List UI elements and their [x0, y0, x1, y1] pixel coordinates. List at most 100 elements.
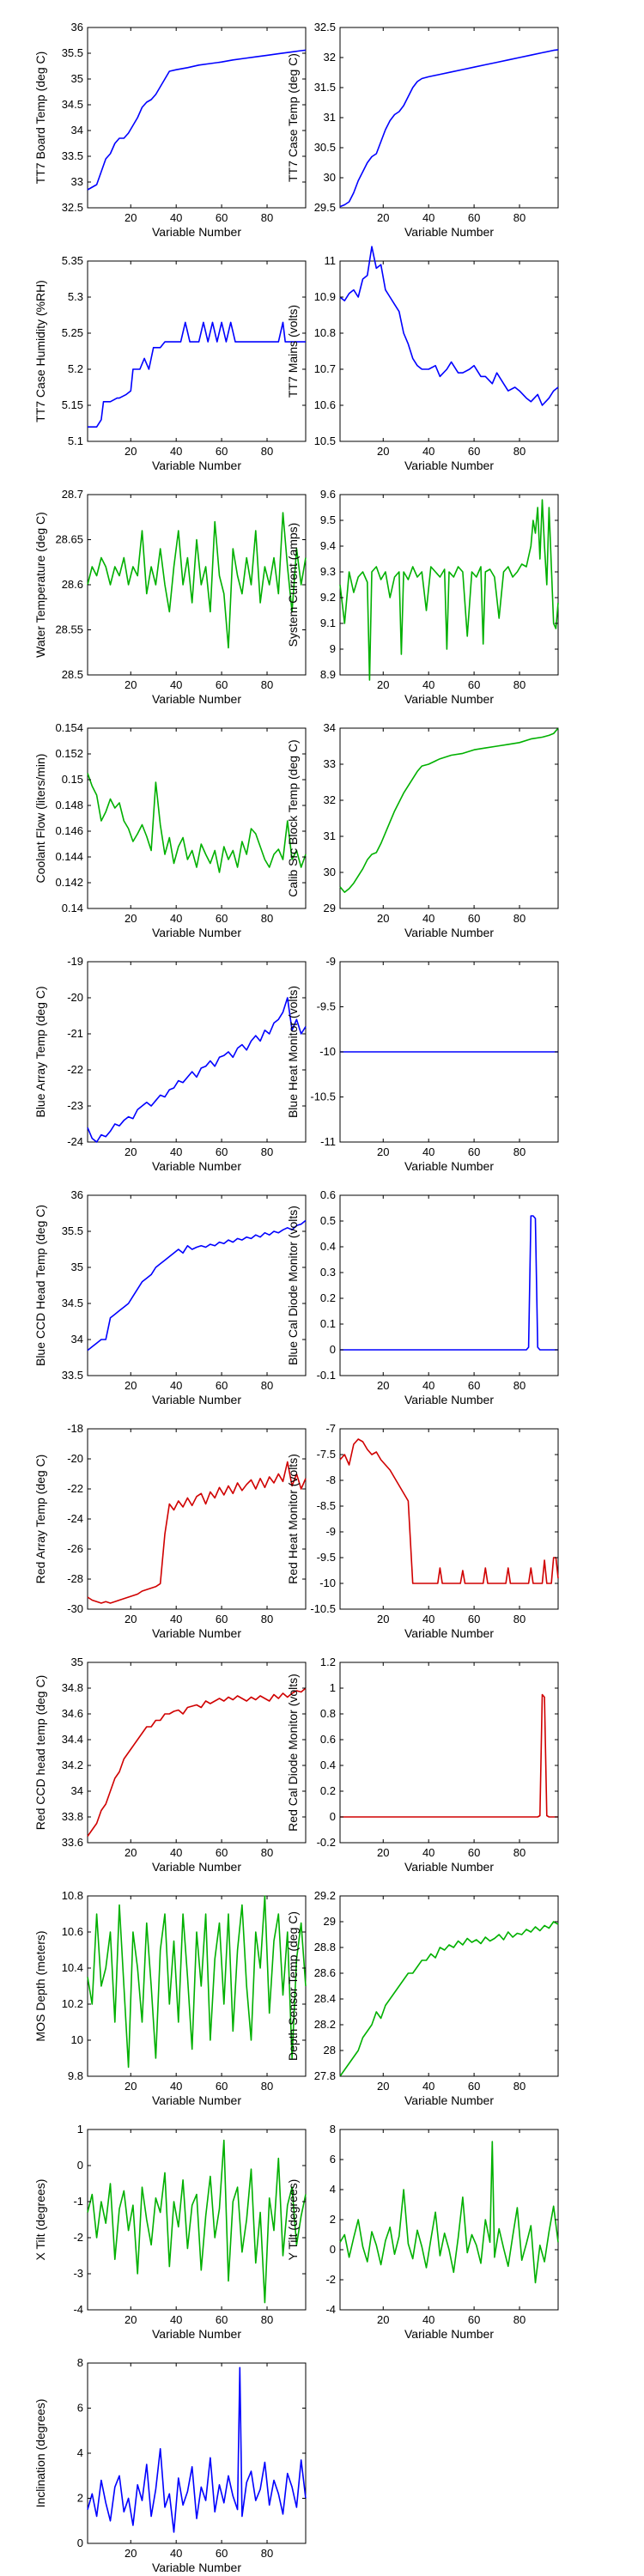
y-tick-label: 0.148 [55, 799, 83, 811]
y-tick-label: 9.5 [320, 513, 336, 526]
x-tick-label: 40 [170, 1379, 182, 1392]
x-tick-label: 80 [261, 2547, 273, 2560]
plot-frame [339, 1895, 559, 2077]
y-tick-label: 34 [71, 124, 83, 137]
y-tick-label: -4 [73, 2303, 83, 2316]
x-axis-label: Variable Number [404, 926, 494, 939]
x-tick-label: 80 [261, 1145, 273, 1158]
chart-panel: 5.1 5.15 5.2 5.25 5.3 5.35 20 40 60 80 Variable Nu… [33, 254, 307, 472]
x-tick-label: 20 [377, 1145, 389, 1158]
chart-panel: -11 -10.5 -10 -9.5 -9 20 40 60 80 Variable Number… [286, 955, 559, 1173]
y-tick-label: -23 [67, 1099, 83, 1112]
y-tick-label: -9 [325, 1525, 336, 1538]
y-tick-label: -26 [67, 1542, 83, 1555]
y-tick-label: 35.5 [62, 1224, 83, 1237]
x-tick-label: 80 [261, 1379, 273, 1392]
x-tick-label: 40 [422, 2080, 434, 2093]
y-tick-label: 36 [71, 1188, 83, 1201]
x-axis-label: Variable Number [152, 1393, 241, 1406]
y-axis-label: Coolant Flow (liters/min) [33, 754, 47, 884]
x-tick-label: 40 [422, 1846, 434, 1859]
x-tick-label: 40 [170, 912, 182, 925]
y-axis-label: MOS Depth (meters) [33, 1930, 47, 2041]
x-tick-label: 20 [125, 2080, 137, 2093]
x-tick-label: 20 [377, 1613, 389, 1625]
y-tick-label: 0.4 [320, 1759, 336, 1771]
y-tick-label: 6 [77, 2402, 83, 2415]
y-tick-label: 32 [324, 793, 336, 806]
y-tick-label: 32.5 [314, 21, 336, 33]
plot-frame [87, 2129, 307, 2311]
y-tick-label: 5.2 [68, 362, 83, 375]
y-tick-label: 28.4 [314, 1992, 336, 2005]
x-tick-label: 40 [422, 211, 434, 224]
y-axis-label: Blue CCD Head Temp (deg C) [33, 1205, 47, 1366]
chart-panel: -10.5 -10 -9.5 -9 -8.5 -8 -7.5 -7 20 40 60 80 Variab… [286, 1422, 559, 1640]
y-tick-label: 0.3 [320, 1266, 336, 1279]
x-tick-label: 60 [468, 1613, 480, 1625]
y-axis-label: TT7 Mains (volts) [286, 305, 300, 398]
x-tick-label: 80 [261, 211, 273, 224]
x-tick-label: 20 [125, 678, 137, 691]
y-tick-label: 28.6 [62, 578, 83, 591]
y-axis-label: Inclination (degrees) [33, 2399, 47, 2508]
x-axis-label: Variable Number [404, 1393, 494, 1406]
x-tick-label: 20 [125, 1613, 137, 1625]
plot-frame [339, 27, 559, 209]
chart-panel: -0.2 0 0.2 0.4 0.6 0.8 1 1.2 20 40 60 80 Variable Nu… [286, 1656, 559, 1874]
y-tick-label: 28.5 [62, 668, 83, 681]
y-tick-label: 0.2 [320, 1291, 336, 1304]
y-tick-label: 0 [77, 2537, 83, 2549]
y-tick-label: -28 [67, 1572, 83, 1585]
x-tick-label: 40 [170, 211, 182, 224]
x-tick-label: 40 [422, 912, 434, 925]
y-tick-label: 9.4 [320, 539, 336, 552]
y-tick-label: 35.5 [62, 46, 83, 59]
y-axis-label: Red Array Temp (deg C) [33, 1455, 47, 1584]
series-line [87, 1895, 307, 2069]
y-tick-label: 35 [71, 1261, 83, 1273]
y-tick-label: 5.1 [68, 434, 83, 447]
series-line [87, 2366, 307, 2533]
x-tick-label: 20 [377, 1846, 389, 1859]
series-line [339, 727, 559, 893]
x-tick-label: 80 [261, 1613, 273, 1625]
y-tick-label: 1 [77, 2123, 83, 2136]
y-tick-label: 28 [324, 2044, 336, 2057]
x-tick-label: 60 [468, 678, 480, 691]
x-tick-label: 80 [261, 912, 273, 925]
x-tick-label: 20 [377, 1379, 389, 1392]
y-tick-label: 0.152 [55, 747, 83, 760]
y-axis-label: Blue Cal Diode Monitor (volts) [286, 1206, 300, 1365]
x-tick-label: 80 [513, 2313, 526, 2326]
y-tick-label: -19 [67, 955, 83, 968]
y-tick-label: 30 [324, 171, 336, 184]
y-tick-label: 27.8 [314, 2069, 336, 2082]
x-axis-label: Variable Number [152, 1626, 241, 1640]
x-tick-label: 80 [513, 1846, 526, 1859]
series-line [339, 1438, 559, 1584]
y-tick-label: 10.9 [314, 290, 336, 303]
series-line [340, 1215, 558, 1351]
chart-panel: 0 2 4 6 8 20 40 60 80 Variable Number Inclination … [33, 2356, 307, 2574]
y-tick-label: -3 [73, 2267, 83, 2280]
x-tick-label: 40 [422, 2313, 434, 2326]
series-line [340, 1693, 558, 1818]
y-tick-label: 0 [330, 1810, 336, 1823]
y-axis-label: Depth Sensor Temp (deg C) [286, 1911, 300, 2061]
y-tick-label: 10.8 [62, 1889, 83, 1902]
y-tick-label: -7 [325, 1422, 336, 1435]
chart-panel: 29.5 30 30.5 31 31.5 32 32.5 20 40 60 80 Variable N… [286, 21, 559, 239]
x-axis-label: Variable Number [404, 692, 494, 706]
x-tick-label: 60 [468, 445, 480, 458]
plot-frame [87, 494, 307, 676]
y-tick-label: 9 [330, 642, 336, 655]
x-tick-label: 20 [125, 211, 137, 224]
chart-panel: 33.6 33.8 34 34.2 34.4 34.6 34.8 35 20 40 60 80 Vari… [33, 1656, 307, 1874]
x-axis-label: Variable Number [152, 2093, 241, 2107]
x-tick-label: 20 [377, 912, 389, 925]
x-tick-label: 80 [513, 211, 526, 224]
y-tick-label: 10 [71, 2033, 83, 2046]
y-tick-label: -9 [325, 955, 336, 968]
y-tick-label: 31 [324, 829, 336, 842]
